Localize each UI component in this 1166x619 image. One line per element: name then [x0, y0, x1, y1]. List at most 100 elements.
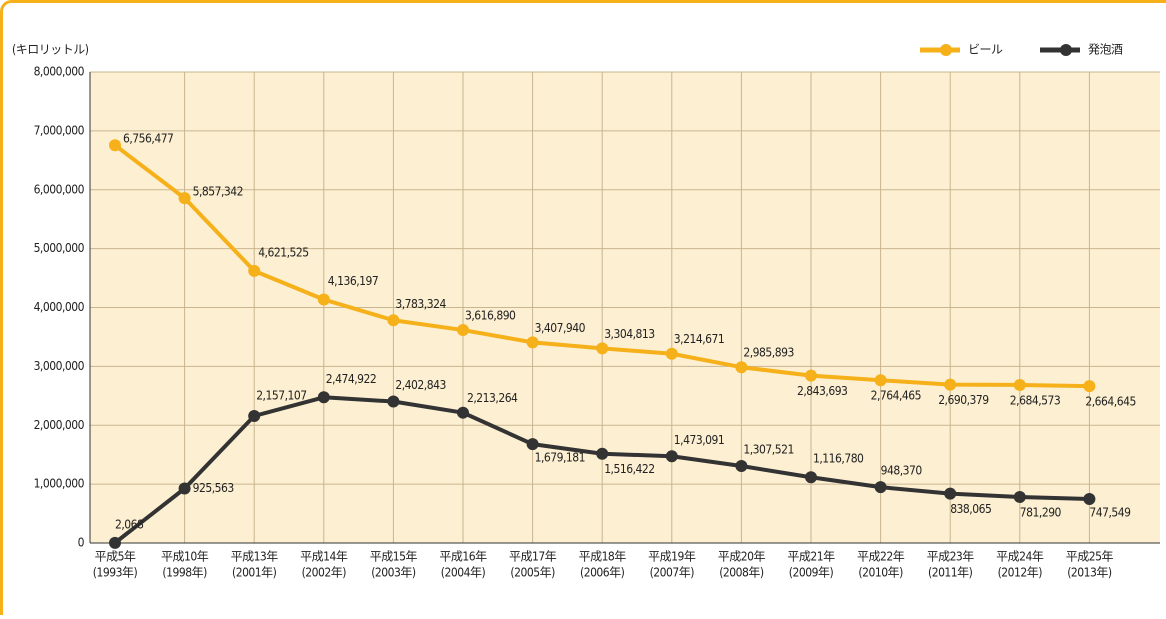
point: [944, 379, 956, 391]
data-label: 2,402,843: [395, 378, 445, 392]
data-label: 2,764,465: [871, 389, 921, 403]
point: [596, 448, 608, 460]
y-axis-label: (キロリットル): [12, 43, 89, 57]
point: [875, 374, 887, 386]
data-label: 1,307,521: [743, 443, 793, 457]
x-tick-label: 平成10年: [161, 550, 209, 564]
x-tick-label: (2003年): [371, 566, 416, 580]
point: [1083, 493, 1095, 505]
point: [457, 324, 469, 336]
y-tick-label: 4,000,000: [34, 300, 85, 314]
x-tick-label: 平成5年: [95, 550, 136, 564]
x-tick-label: (2006年): [580, 566, 625, 580]
x-tick-label: (2005年): [510, 566, 555, 580]
x-tick-label: 平成21年: [787, 550, 835, 564]
legend-label: ビール: [968, 43, 1003, 57]
point: [527, 336, 539, 348]
point: [387, 396, 399, 408]
data-label: 4,136,197: [328, 274, 378, 288]
data-label: 1,516,422: [604, 462, 654, 476]
point: [944, 488, 956, 500]
point: [179, 192, 191, 204]
point: [109, 139, 121, 151]
point: [179, 483, 191, 495]
data-label: 838,065: [950, 502, 991, 516]
x-tick-label: 平成13年: [231, 550, 279, 564]
x-tick-label: 平成24年: [996, 550, 1044, 564]
data-label: 3,304,813: [604, 327, 654, 341]
y-tick-label: 6,000,000: [34, 182, 85, 196]
x-tick-label: (2013年): [1067, 566, 1112, 580]
legend-label: 発泡酒: [1088, 43, 1123, 57]
data-label: 2,985,893: [743, 346, 793, 360]
point: [666, 348, 678, 360]
x-tick-label: (2004年): [441, 566, 486, 580]
point: [527, 438, 539, 450]
data-label: 3,616,890: [465, 309, 516, 323]
x-tick-label: (2012年): [998, 566, 1043, 580]
point: [805, 471, 817, 483]
x-tick-label: (2011年): [928, 566, 973, 580]
y-tick-label: 3,000,000: [34, 359, 85, 373]
point: [1014, 379, 1026, 391]
data-label: 3,783,324: [395, 297, 446, 311]
point: [109, 537, 121, 549]
x-tick-label: 平成17年: [509, 550, 557, 564]
y-tick-label: 5,000,000: [34, 241, 85, 255]
x-tick-label: (2001年): [232, 566, 277, 580]
data-label: 5,857,342: [193, 185, 243, 199]
x-tick-label: 平成19年: [648, 550, 696, 564]
y-tick-label: 7,000,000: [34, 123, 85, 137]
point: [318, 391, 330, 403]
y-tick-label: 0: [78, 536, 85, 550]
point: [248, 410, 260, 422]
x-tick-label: (2009年): [789, 566, 834, 580]
data-label: 1,473,091: [674, 433, 724, 447]
x-tick-label: (2008年): [719, 566, 764, 580]
point: [387, 314, 399, 326]
point: [318, 293, 330, 305]
data-label: 2,474,922: [326, 372, 376, 386]
data-label: 781,290: [1020, 506, 1062, 520]
point: [457, 407, 469, 419]
data-label: 1,116,780: [813, 452, 864, 466]
data-label: 948,370: [881, 464, 923, 478]
point: [248, 265, 260, 277]
y-tick-label: 2,000,000: [34, 418, 85, 432]
x-tick-label: (1998年): [162, 566, 207, 580]
data-label: 2,690,379: [938, 393, 989, 407]
data-label: 6,756,477: [123, 132, 173, 146]
x-tick-label: 平成16年: [439, 550, 487, 564]
x-tick-label: (2002年): [302, 566, 347, 580]
data-label: 3,407,940: [535, 321, 586, 335]
data-label: 4,621,525: [258, 245, 308, 259]
x-tick-label: (2007年): [650, 566, 695, 580]
point: [1014, 491, 1026, 503]
data-label: 925,563: [193, 481, 234, 495]
y-tick-label: 1,000,000: [34, 477, 85, 491]
data-label: 3,214,671: [674, 332, 724, 346]
legend-marker: [1060, 44, 1072, 56]
data-label: 2,157,107: [256, 389, 306, 403]
point: [596, 342, 608, 354]
x-tick-label: 平成14年: [300, 550, 348, 564]
point: [1083, 380, 1095, 392]
point: [666, 450, 678, 462]
point: [735, 460, 747, 472]
x-tick-label: (1993年): [93, 566, 138, 580]
data-label: 2,843,693: [797, 384, 847, 398]
x-tick-label: (2010年): [858, 566, 903, 580]
data-label: 2,664,645: [1085, 395, 1135, 409]
data-label: 1,679,181: [535, 451, 585, 465]
x-tick-label: 平成15年: [370, 550, 418, 564]
data-label: 2,213,264: [467, 391, 518, 405]
data-label: 2,684,573: [1010, 393, 1060, 407]
x-tick-label: 平成23年: [927, 550, 975, 564]
x-tick-label: 平成20年: [718, 550, 766, 564]
x-tick-label: 平成22年: [857, 550, 905, 564]
legend-marker: [940, 44, 952, 56]
x-tick-label: 平成18年: [579, 550, 627, 564]
data-label: 747,549: [1089, 505, 1131, 519]
y-tick-label: 8,000,000: [34, 65, 85, 79]
